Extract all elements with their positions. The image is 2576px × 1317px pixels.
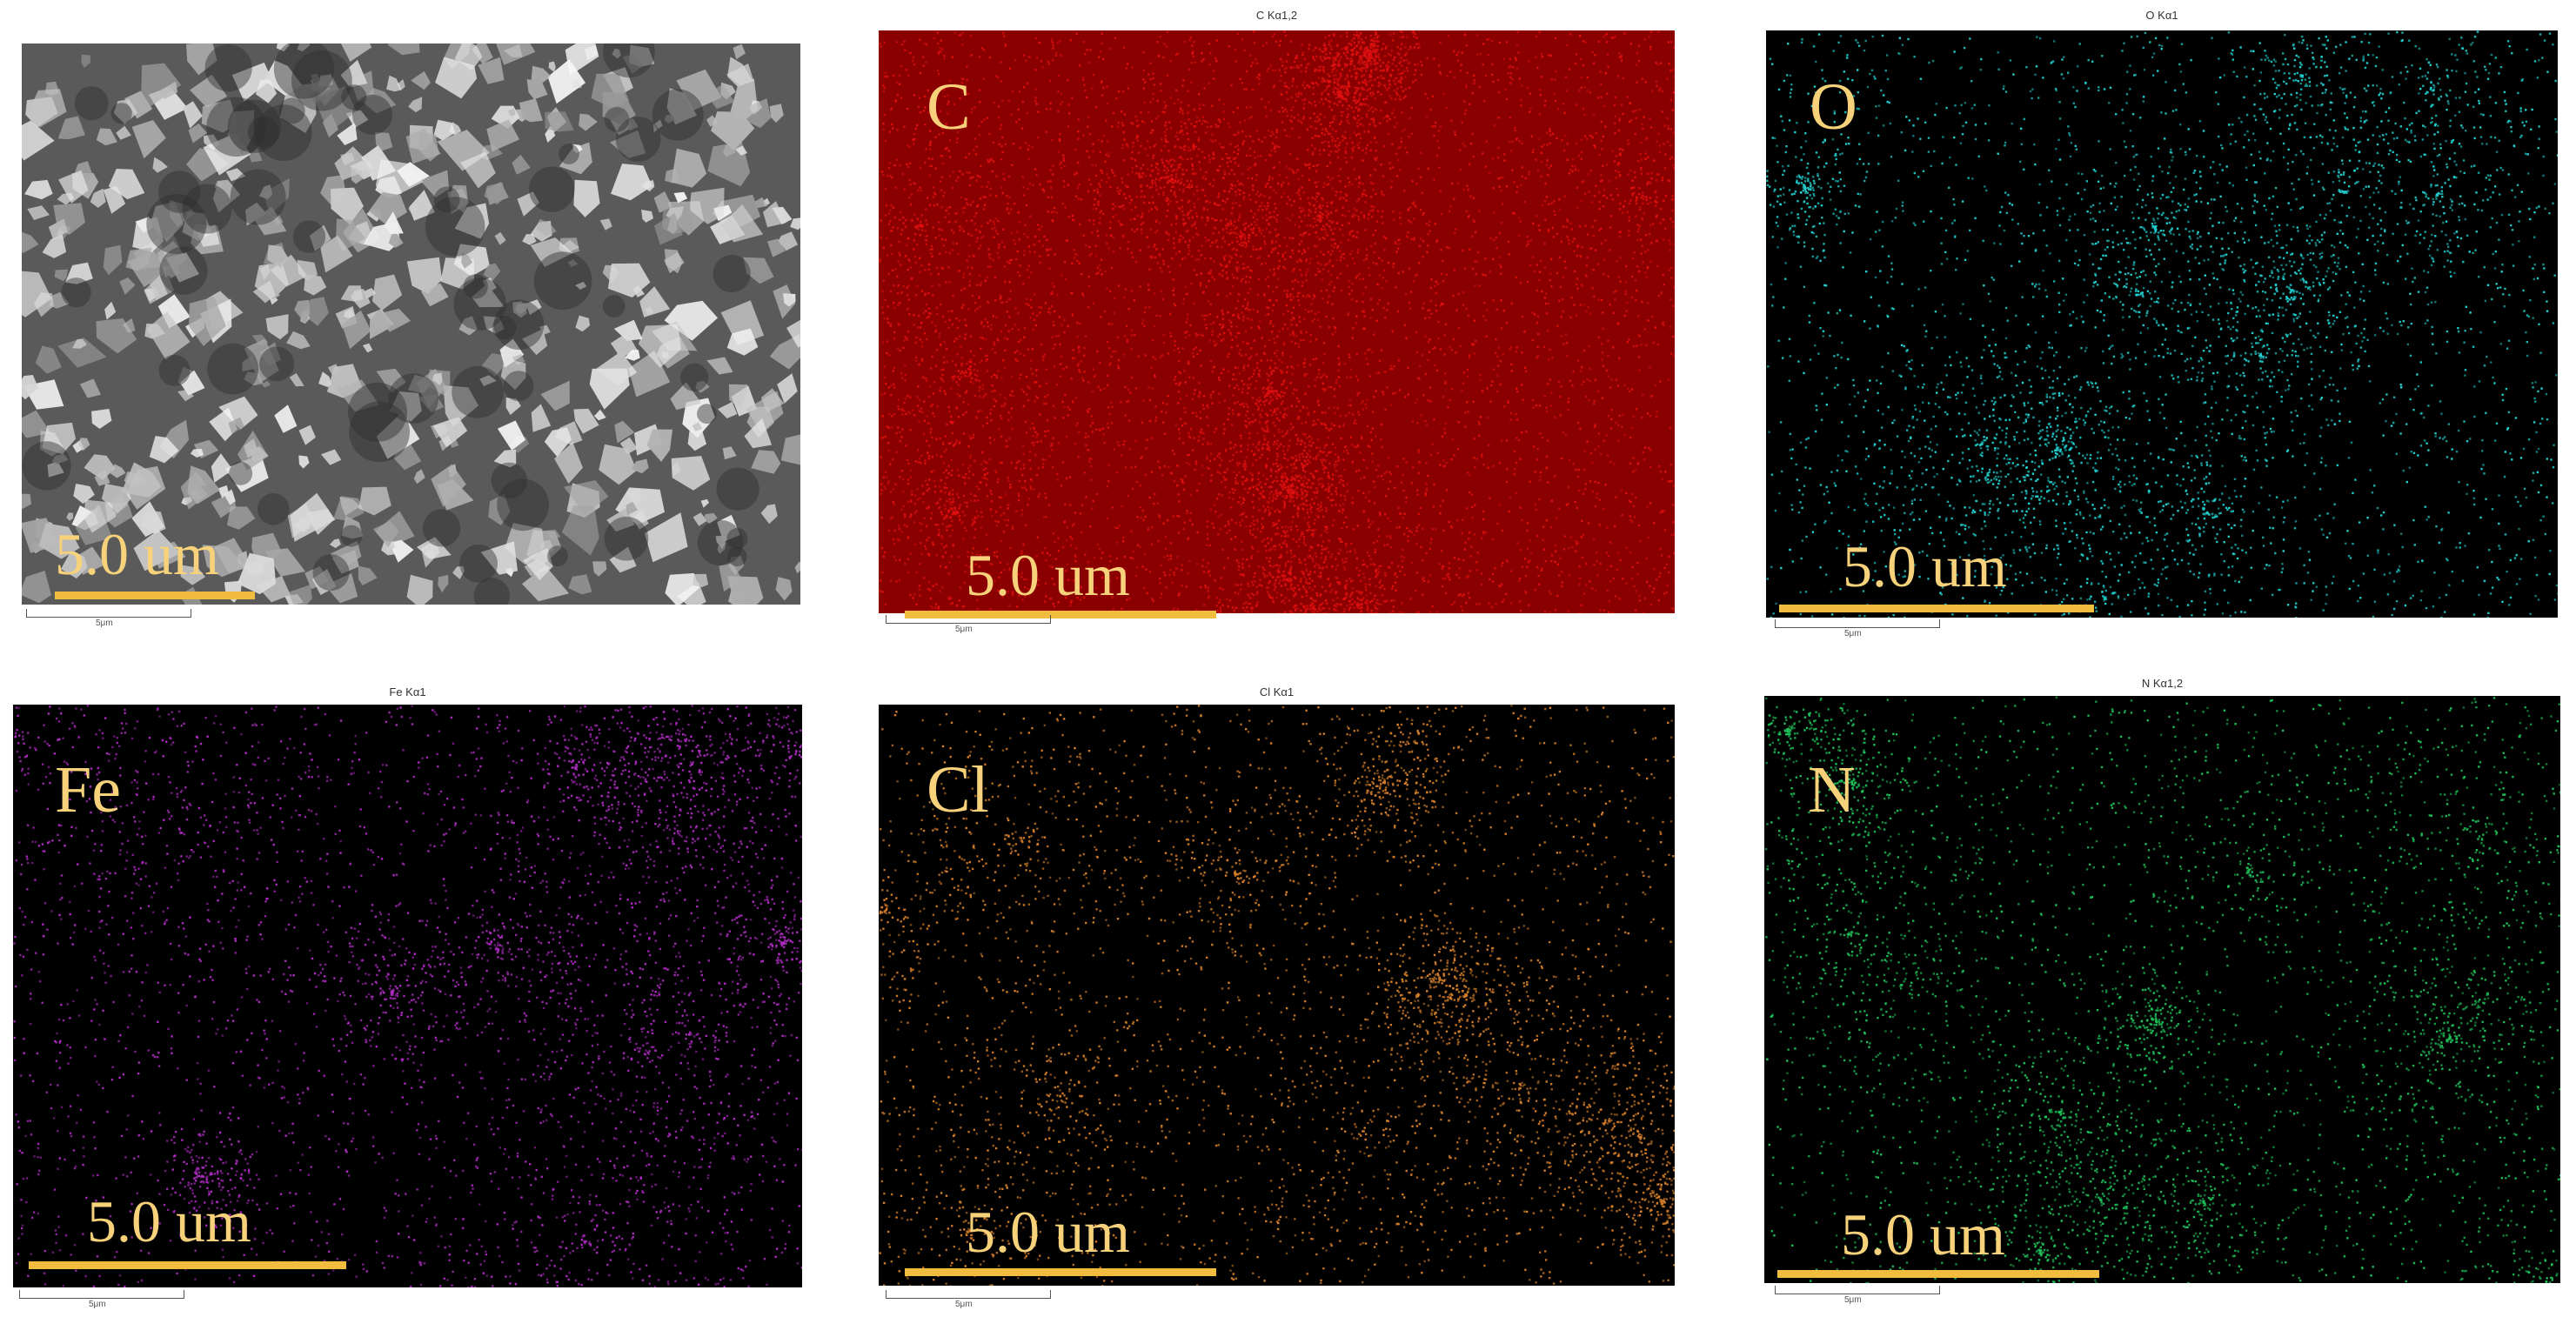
element-label: C <box>927 74 971 140</box>
scale-bar <box>29 1261 346 1269</box>
oxygen-element-map <box>1766 30 2558 618</box>
scale-bar <box>905 611 1216 618</box>
element-label: N <box>1808 757 1856 823</box>
sem-panel: 5.0 um <box>22 43 800 605</box>
chlorine-element-map <box>879 705 1675 1286</box>
mini-scale-label: 5μm <box>955 1300 973 1309</box>
mini-scale-bar <box>19 1290 184 1299</box>
carbon-element-map <box>879 30 1675 613</box>
mini-scale-label: 5μm <box>96 618 113 628</box>
carbon-map-panel: C 5.0 um <box>879 30 1675 618</box>
map-caption: O Kα1 <box>1766 9 2558 22</box>
scale-label: 5.0 um <box>1841 1205 2005 1264</box>
oxygen-map-panel: O 5.0 um <box>1766 30 2558 618</box>
map-caption: C Kα1,2 <box>879 9 1675 22</box>
nitrogen-element-map <box>1764 696 2560 1283</box>
sem-micrograph <box>22 43 800 605</box>
scale-bar <box>905 1268 1216 1276</box>
mini-scale-bar <box>886 615 1051 624</box>
mini-scale-label: 5μm <box>89 1300 106 1309</box>
scale-label: 5.0 um <box>966 545 1130 605</box>
scale-bar <box>1779 605 2094 612</box>
mini-scale-label: 5μm <box>1844 629 1862 638</box>
nitrogen-map-panel: N 5.0 um <box>1764 696 2560 1283</box>
mini-scale-label: 5μm <box>1844 1295 1862 1305</box>
scale-bar <box>55 592 255 599</box>
mini-scale-bar <box>1775 619 1940 628</box>
mini-scale-bar <box>1775 1286 1940 1294</box>
iron-map-panel: Fe 5.0 um <box>13 705 802 1287</box>
scale-label: 5.0 um <box>87 1192 251 1251</box>
iron-element-map <box>13 705 802 1287</box>
element-label: O <box>1810 74 1857 140</box>
chlorine-map-panel: Cl 5.0 um <box>879 705 1675 1286</box>
mini-scale-label: 5μm <box>955 625 973 634</box>
scale-label: 5.0 um <box>1843 537 2007 596</box>
mini-scale-bar <box>26 609 191 618</box>
scale-label: 5.0 um <box>55 525 219 584</box>
map-caption: Cl Kα1 <box>879 685 1675 699</box>
map-caption: Fe Kα1 <box>13 685 802 699</box>
scale-bar <box>1777 1270 2099 1278</box>
scale-label: 5.0 um <box>966 1202 1130 1261</box>
map-caption: N Kα1,2 <box>1764 677 2560 690</box>
element-label: Cl <box>927 757 989 823</box>
element-label: Fe <box>55 757 121 823</box>
mini-scale-bar <box>886 1290 1051 1299</box>
